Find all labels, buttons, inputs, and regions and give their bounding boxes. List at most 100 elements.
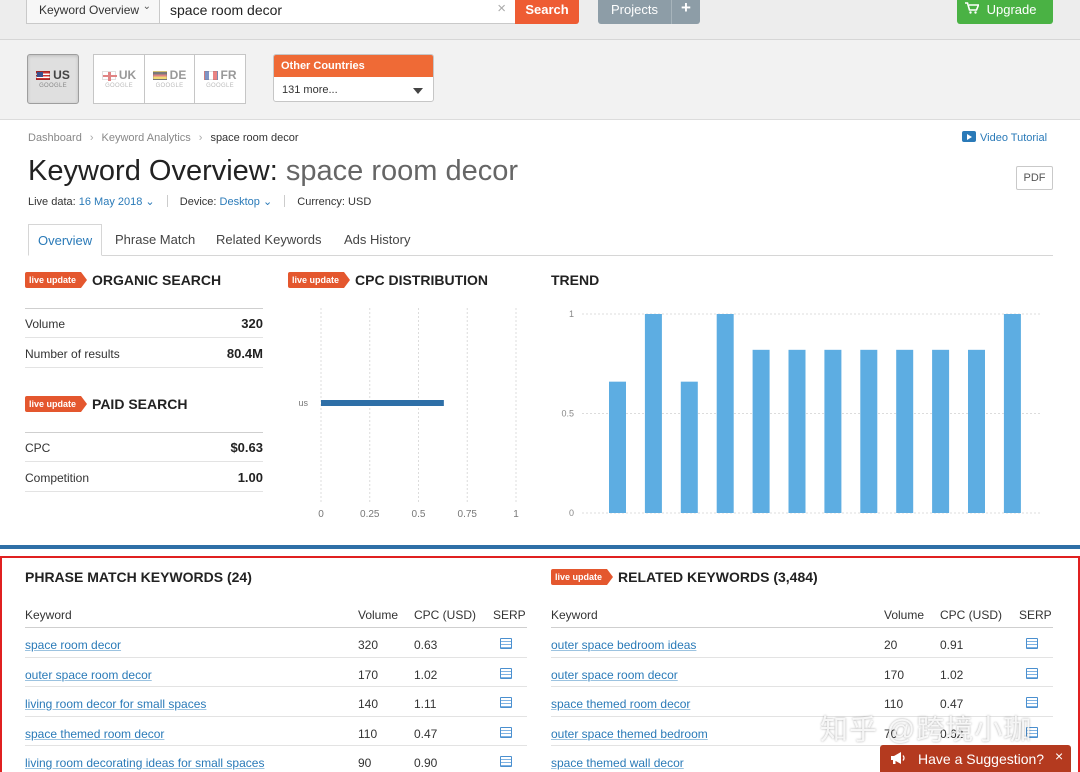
tab-phrase-match[interactable]: Phrase Match xyxy=(115,232,196,247)
column-header[interactable]: Volume xyxy=(358,608,399,622)
live-update-badge: live update xyxy=(551,569,614,585)
paid-title-text: PAID SEARCH xyxy=(92,396,188,412)
search-button[interactable]: Search xyxy=(515,0,579,24)
divider xyxy=(166,195,168,207)
other-countries-select[interactable]: Other Countries 131 more... xyxy=(273,54,434,102)
db-engine: GOOGLE xyxy=(206,83,234,89)
suggestion-bar[interactable]: Have a Suggestion? × xyxy=(880,745,1071,772)
report-type-select[interactable]: Keyword Overview ⌄ xyxy=(26,0,160,24)
trend-bar xyxy=(932,349,950,513)
keyword-link[interactable]: outer space room decor xyxy=(25,667,152,682)
db-button-de[interactable]: DE GOOGLE xyxy=(144,54,195,104)
tab-related-keywords[interactable]: Related Keywords xyxy=(216,232,322,247)
column-header[interactable]: Keyword xyxy=(25,608,72,622)
column-header[interactable]: Volume xyxy=(884,608,925,622)
trend-bar xyxy=(788,349,806,513)
db-code: UK xyxy=(118,68,137,82)
breadcrumb-keyword-analytics[interactable]: Keyword Analytics xyxy=(101,132,191,144)
volume-cell: 110 xyxy=(358,726,378,741)
x-tick-label: 0.25 xyxy=(360,509,380,520)
keyword-link[interactable]: space room decor xyxy=(25,638,122,652)
db-button-uk[interactable]: UK GOOGLE xyxy=(93,54,145,104)
organic-row-volume: Volume 320 xyxy=(25,308,263,338)
serp-icon[interactable] xyxy=(500,667,512,679)
metric-value: 320 xyxy=(241,316,263,331)
keyword-link[interactable]: living room decor for small spaces xyxy=(25,697,207,711)
pdf-export-button[interactable]: PDF xyxy=(1016,166,1053,190)
db-button-fr[interactable]: FR GOOGLE xyxy=(194,54,246,104)
keyword-link[interactable]: outer space room decor xyxy=(551,667,678,682)
serp-icon[interactable] xyxy=(1026,638,1038,649)
device-label: Device: xyxy=(179,196,217,208)
upgrade-button[interactable]: Upgrade xyxy=(957,0,1053,24)
page-title: Keyword Overview: space room decor xyxy=(28,155,518,188)
serp-icon[interactable] xyxy=(1026,726,1038,738)
phrase-match-title: PHRASE MATCH KEYWORDS (24) xyxy=(25,569,252,585)
column-header[interactable]: Keyword xyxy=(551,608,598,622)
volume-cell: 20 xyxy=(884,638,898,652)
cpc-distribution-title: live update CPC DISTRIBUTION xyxy=(288,272,488,288)
organic-search-title: live update ORGANIC SEARCH xyxy=(25,272,221,288)
database-selector-row: US GOOGLE UK GOOGLE DE GOOGLE FR GOOGLE … xyxy=(0,40,1080,120)
trend-bar xyxy=(1003,314,1021,513)
serp-icon[interactable] xyxy=(1026,697,1038,708)
tab-overview[interactable]: Overview xyxy=(28,224,103,256)
metric-label: CPC xyxy=(25,441,51,455)
search-input[interactable]: space room decor × xyxy=(159,0,516,24)
video-play-icon xyxy=(962,131,976,142)
date-select[interactable]: 16 May 2018 ⌄ xyxy=(78,196,155,208)
keywords-highlight-box xyxy=(0,556,1080,772)
watermark: 知乎 @跨境小珈 xyxy=(820,714,1033,745)
projects-button[interactable]: Projects + xyxy=(598,0,700,24)
cpc-cell: 0.91 xyxy=(940,638,964,652)
column-header[interactable]: SERP xyxy=(1019,608,1052,622)
table-row: outer space bedroom ideas 20 0.91 xyxy=(551,628,1053,658)
table-row: outer space room decor 170 1.02 xyxy=(551,658,1053,687)
paid-row-competition: Competition 1.00 xyxy=(25,462,263,492)
x-tick-label: 0 xyxy=(318,509,324,520)
breadcrumb: Dashboard › Keyword Analytics › space room d… xyxy=(28,132,298,144)
dropdown-arrow-icon xyxy=(413,88,423,94)
close-icon[interactable]: × xyxy=(1055,748,1064,764)
organic-title-text: ORGANIC SEARCH xyxy=(92,272,222,288)
column-header[interactable]: CPC (USD) xyxy=(414,608,476,622)
serp-icon[interactable] xyxy=(500,697,512,708)
x-tick-label: 1 xyxy=(513,509,519,520)
keyword-link[interactable]: outer space bedroom ideas xyxy=(551,638,697,652)
trend-bar xyxy=(860,349,878,513)
volume-cell: 140 xyxy=(358,697,379,711)
video-tutorial-link[interactable]: Video Tutorial xyxy=(962,131,1047,144)
cpc-distribution-chart: 0 0.25 0.5 0.75 1 us xyxy=(298,308,519,520)
keyword-link[interactable]: space themed room decor xyxy=(551,697,691,711)
other-countries-value: 131 more... xyxy=(282,84,338,96)
device-select[interactable]: Desktop ⌄ xyxy=(219,196,273,208)
clear-icon[interactable]: × xyxy=(497,0,506,17)
trend-bar xyxy=(896,349,914,513)
column-header[interactable]: SERP xyxy=(493,608,526,622)
add-project-icon[interactable]: + xyxy=(671,0,700,24)
keyword-link[interactable]: living room decorating ideas for small s… xyxy=(25,756,265,770)
serp-icon[interactable] xyxy=(1026,667,1038,679)
cpc-cell: 0.47 xyxy=(940,697,964,711)
table-row: outer space room decor 170 1.02 xyxy=(25,658,527,687)
keyword-link[interactable]: outer space themed bedroom xyxy=(551,726,708,741)
keyword-link[interactable]: space themed wall decor xyxy=(551,756,684,770)
section-divider xyxy=(0,545,1080,549)
tab-ads-history[interactable]: Ads History xyxy=(344,232,411,247)
db-button-us[interactable]: US GOOGLE xyxy=(27,54,79,104)
serp-icon[interactable] xyxy=(500,756,512,767)
cpc-cell: 1.02 xyxy=(414,667,438,682)
trend-bar xyxy=(716,314,734,513)
serp-icon[interactable] xyxy=(500,638,512,649)
report-meta: Live data: 16 May 2018 ⌄ Device: Desktop… xyxy=(28,195,371,208)
live-update-badge: live update xyxy=(25,396,88,412)
megaphone-icon xyxy=(891,752,905,764)
breadcrumb-dashboard[interactable]: Dashboard xyxy=(28,132,82,144)
serp-icon[interactable] xyxy=(500,726,512,738)
volume-cell: 170 xyxy=(358,667,379,682)
table-row: outer space themed bedroom 70 0.62 xyxy=(551,717,1053,746)
breadcrumb-current: space room decor xyxy=(210,132,299,144)
table-header: Keyword Volume CPC (USD) SERP xyxy=(551,598,1053,628)
column-header[interactable]: CPC (USD) xyxy=(940,608,1002,622)
keyword-link[interactable]: space themed room decor xyxy=(25,726,165,741)
